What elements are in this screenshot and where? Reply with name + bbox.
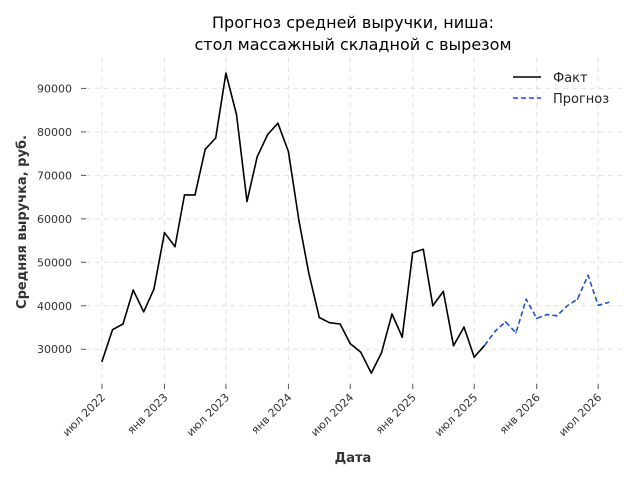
fact-point (183, 194, 186, 196)
forecast-point (576, 298, 579, 301)
fact-point (225, 72, 227, 74)
forecast-point (566, 305, 569, 307)
y-tick-label: 50000 (37, 256, 72, 269)
forecast-point (525, 298, 527, 301)
forecast-point (556, 315, 558, 317)
y-tick-label: 70000 (37, 169, 72, 182)
fact-point (132, 289, 134, 291)
y-tick-label: 90000 (37, 82, 72, 95)
fact-point (194, 194, 196, 196)
x-tick-label: янв 2026 (497, 391, 543, 437)
fact-point (473, 356, 476, 358)
fact-point (214, 137, 217, 139)
fact-point (142, 311, 145, 313)
fact-point (411, 251, 414, 254)
series-line-fact (101, 72, 486, 374)
x-tick-label: янв 2024 (249, 391, 295, 437)
fact-point (287, 150, 290, 153)
fact-point (101, 360, 103, 363)
grid (86, 58, 624, 384)
y-axis-label: Средняя выручка, руб. (15, 135, 30, 309)
fact-point (442, 290, 445, 293)
series-line-forecast (484, 274, 609, 346)
fact-point (391, 313, 393, 315)
fact-point (122, 323, 124, 325)
x-tick-label: июл 2026 (556, 391, 604, 439)
forecast-point (515, 331, 517, 334)
fact-point (153, 288, 155, 291)
forecast-point (494, 330, 497, 332)
fact-point (349, 342, 352, 345)
y-tick-label: 80000 (37, 126, 72, 139)
fact-point (308, 272, 310, 275)
forecast-point (597, 304, 599, 307)
forecast-point (483, 344, 486, 347)
chart-title-line-1: Прогноз средней выручки, ниша: (212, 13, 494, 32)
fact-point (111, 328, 114, 331)
forecast-point (504, 321, 507, 323)
legend-label-forecast: Прогноз (553, 92, 609, 107)
forecast-point (607, 301, 610, 304)
fact-point (298, 220, 300, 222)
fact-point (380, 351, 383, 354)
chart-title-line-2: стол массажный складной с вырезом (194, 35, 511, 54)
fact-point (235, 113, 238, 116)
x-tick-label: июл 2022 (60, 391, 108, 439)
fact-point (246, 200, 248, 203)
fact-point (452, 344, 455, 347)
fact-point (318, 316, 321, 319)
series-lines (101, 72, 610, 374)
x-tick-label: янв 2023 (125, 391, 171, 437)
legend-label-fact: Факт (553, 71, 588, 86)
fact-point (328, 321, 331, 324)
fact-point (422, 248, 425, 251)
y-tick-label: 30000 (37, 343, 72, 356)
fact-point (401, 336, 404, 338)
x-tick-label: янв 2025 (373, 391, 419, 437)
x-tick-label: июл 2025 (432, 391, 480, 439)
fact-point (339, 323, 341, 325)
fact-point (266, 133, 269, 136)
fact-point (277, 122, 279, 124)
x-tick-label: июл 2024 (308, 391, 356, 439)
x-axis-label: Дата (335, 451, 372, 466)
fact-point (432, 305, 434, 307)
fact-point (360, 351, 362, 354)
y-tick-label: 40000 (37, 300, 72, 313)
fact-point (174, 245, 176, 248)
fact-point (163, 231, 166, 234)
legend: Факт Прогноз (513, 71, 609, 107)
axes: 30000 40000 50000 60000 70000 80000 90000 июл 2… (37, 82, 604, 439)
forecast-point (535, 317, 538, 320)
fact-point (256, 155, 259, 158)
fact-point (370, 372, 373, 374)
forecast-point (587, 274, 589, 277)
fact-point (204, 148, 206, 151)
forecast-point (546, 313, 548, 316)
y-tick-label: 60000 (37, 213, 72, 226)
x-tick-label: июл 2023 (184, 391, 232, 439)
fact-point (463, 326, 465, 328)
